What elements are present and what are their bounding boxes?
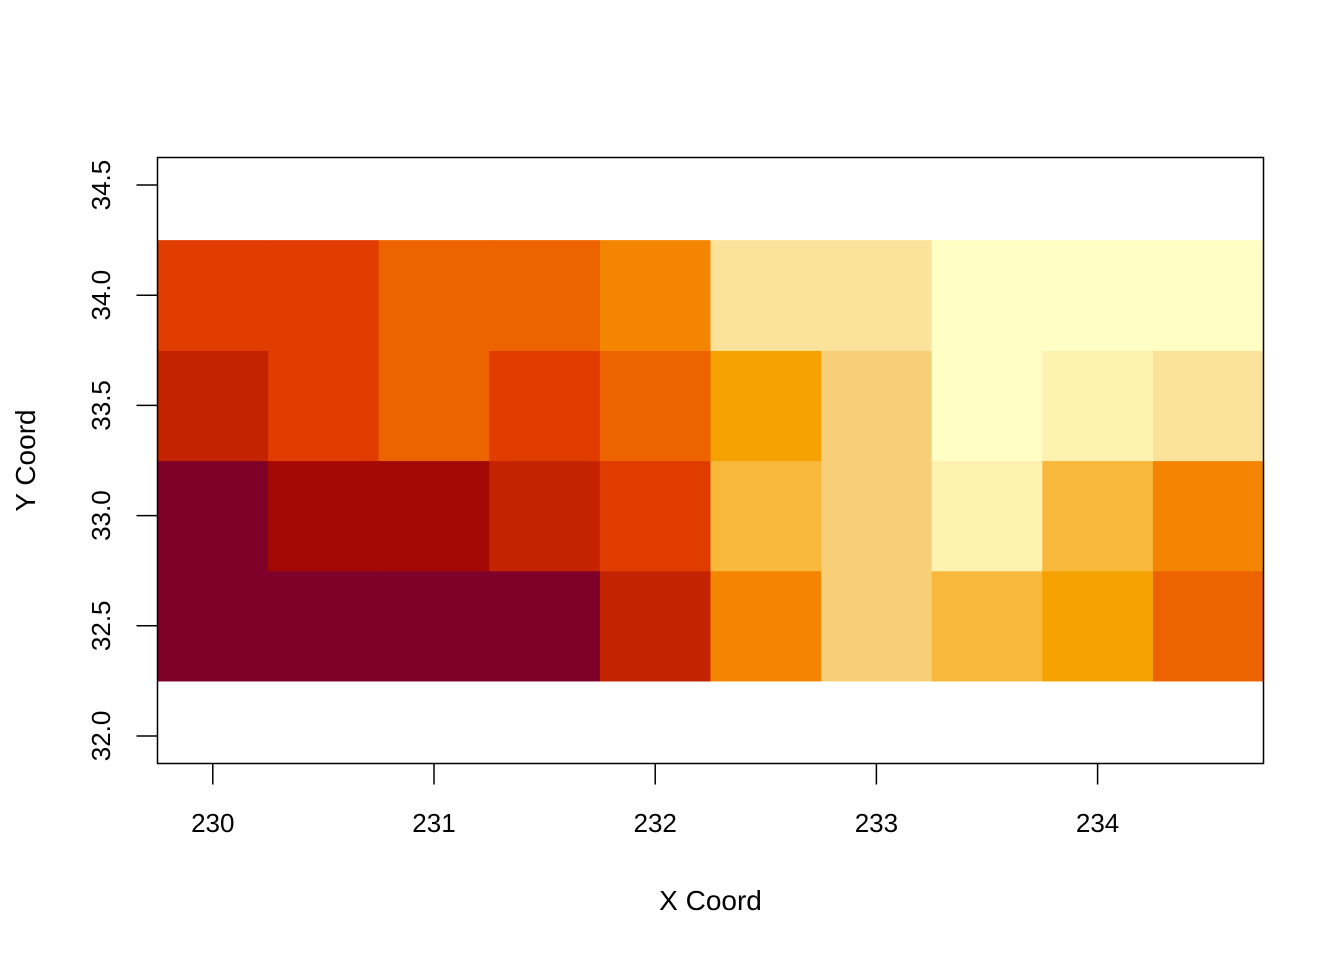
heatmap-cell	[157, 570, 269, 682]
y-tick-label: 33.0	[86, 490, 116, 541]
y-tick-label: 34.5	[86, 160, 116, 211]
heatmap-cell	[489, 570, 601, 682]
heatmap-cell	[157, 460, 269, 572]
heatmap-cell	[157, 350, 269, 462]
heatmap-cell	[1042, 460, 1154, 572]
heatmap-cell	[1152, 570, 1265, 682]
heatmap-cell	[378, 570, 490, 682]
y-tick-label: 34.0	[86, 270, 116, 321]
x-tick-label: 234	[1076, 808, 1119, 838]
heatmap-cell	[931, 350, 1043, 462]
heatmap-cell	[1152, 350, 1265, 462]
heatmap-cell	[821, 240, 933, 351]
heatmap-cell	[268, 570, 380, 682]
heatmap-cell	[378, 460, 490, 572]
heatmap-cell	[821, 570, 933, 682]
y-tick-label: 33.5	[86, 380, 116, 431]
heatmap-cell	[489, 350, 601, 462]
heatmap-cell	[268, 240, 380, 351]
heatmap-cell	[599, 350, 712, 462]
y-tick-label: 32.5	[86, 600, 116, 651]
heatmap-cell	[268, 460, 380, 572]
heatmap-cell	[599, 460, 712, 572]
heatmap-cell	[1152, 460, 1265, 572]
heatmap-cell	[268, 350, 380, 462]
x-tick-label: 230	[191, 808, 234, 838]
heatmap-cell	[931, 240, 1043, 351]
heatmap-cell	[489, 240, 601, 351]
heatmap-cell	[378, 240, 490, 351]
heatmap-cell	[821, 350, 933, 462]
heatmap-cell	[378, 350, 490, 462]
heatmap-cell	[821, 460, 933, 572]
x-tick-label: 232	[634, 808, 677, 838]
x-tick-label: 231	[412, 808, 455, 838]
x-axis-title: X Coord	[659, 885, 762, 916]
y-axis-title: Y Coord	[10, 409, 41, 511]
heatmap-cell	[599, 240, 712, 351]
heatmap-cell	[1152, 240, 1265, 351]
heatmap-cell	[710, 460, 822, 572]
heatmap-cell	[931, 460, 1043, 572]
heatmap-cell	[710, 240, 822, 351]
heatmap-cell	[599, 570, 712, 682]
heatmap-cell	[1042, 350, 1154, 462]
y-axis: 32.0 32.5 33.0 33.5 34.0 34.5	[86, 160, 158, 762]
heatmap-cell	[1042, 570, 1154, 682]
heatmap-cell	[157, 240, 269, 351]
heatmap-cell	[710, 570, 822, 682]
plot-frame	[156, 156, 1265, 765]
heatmap-cells	[157, 240, 1265, 682]
x-tick-label: 233	[855, 808, 898, 838]
heatmap-cell	[489, 460, 601, 572]
heatmap-cell	[1042, 240, 1154, 351]
x-axis: 230 231 232 233 234	[191, 763, 1119, 838]
heatmap-cell	[710, 350, 822, 462]
heatmap-cell	[931, 570, 1043, 682]
y-tick-label: 32.0	[86, 711, 116, 762]
